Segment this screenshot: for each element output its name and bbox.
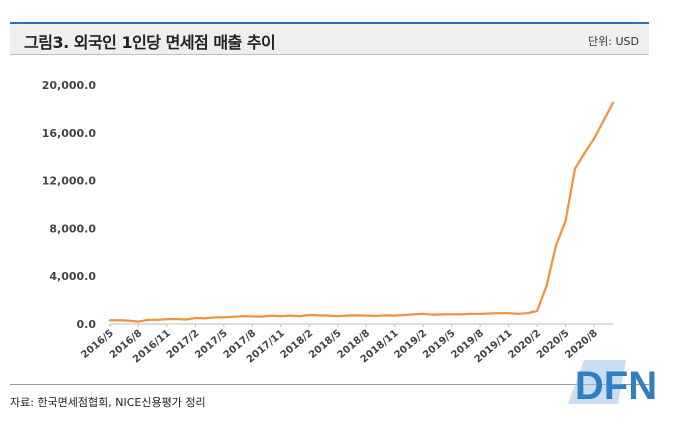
data-point bbox=[592, 137, 596, 140]
data-point bbox=[422, 312, 425, 315]
data-point bbox=[298, 315, 301, 318]
data-point bbox=[365, 314, 368, 317]
data-point bbox=[336, 315, 339, 318]
data-point bbox=[317, 314, 320, 317]
data-point bbox=[241, 315, 244, 318]
data-point bbox=[602, 119, 605, 122]
y-tick-label: 4,000.0 bbox=[49, 270, 96, 283]
data-point bbox=[279, 315, 282, 318]
data-point bbox=[441, 313, 444, 316]
data-point bbox=[203, 317, 206, 320]
chart-title: 그림3. 외국인 1인당 면세점 매출 추이 bbox=[24, 33, 276, 52]
data-point bbox=[137, 320, 140, 323]
dfn-logo: DFN bbox=[568, 360, 657, 408]
data-point bbox=[346, 314, 349, 317]
logo-text: DFN bbox=[575, 364, 657, 408]
data-point bbox=[260, 315, 263, 318]
unit-label: 단위: USD bbox=[588, 35, 639, 48]
data-point bbox=[573, 167, 577, 170]
data-point bbox=[156, 318, 159, 321]
data-point bbox=[460, 313, 463, 316]
data-point bbox=[118, 319, 121, 322]
data-point bbox=[327, 314, 330, 317]
data-point bbox=[488, 312, 491, 315]
data-point bbox=[393, 314, 396, 317]
series-line bbox=[109, 102, 614, 323]
data-point bbox=[479, 312, 482, 315]
data-point bbox=[355, 314, 358, 317]
data-point bbox=[213, 316, 216, 319]
data-point bbox=[270, 314, 273, 317]
data-point bbox=[564, 220, 567, 223]
data-point bbox=[431, 313, 434, 316]
data-point bbox=[194, 316, 197, 320]
y-tick-label: 0.0 bbox=[77, 318, 97, 331]
data-point bbox=[498, 312, 501, 315]
data-point bbox=[127, 319, 131, 322]
data-point bbox=[308, 313, 311, 317]
y-tick-label: 20,000.0 bbox=[42, 79, 97, 92]
data-point bbox=[517, 312, 520, 315]
line-chart: 0.0 4,000.0 8,000.0 12,000.0 16,000.0 20,000.… bbox=[42, 79, 615, 365]
data-point bbox=[165, 318, 168, 321]
data-point bbox=[184, 318, 187, 321]
source-note: 자료: 한국면세점협회, NICE신용평가 정리 bbox=[10, 396, 206, 409]
data-point bbox=[536, 309, 539, 312]
y-tick-label: 8,000.0 bbox=[49, 222, 96, 235]
data-point bbox=[108, 319, 112, 322]
data-point bbox=[222, 316, 225, 319]
data-point bbox=[232, 315, 235, 318]
data-point bbox=[507, 312, 510, 315]
title-bar: 그림3. 외국인 1인당 면세점 매출 추이 단위: USD bbox=[10, 24, 649, 55]
data-point bbox=[526, 312, 529, 315]
y-tick-label: 12,000.0 bbox=[42, 175, 97, 188]
source-divider bbox=[10, 384, 649, 385]
data-point bbox=[611, 101, 615, 104]
data-point bbox=[146, 318, 150, 321]
data-point bbox=[175, 317, 178, 321]
data-point bbox=[374, 314, 377, 317]
logo-backdrop bbox=[568, 360, 626, 404]
data-point bbox=[289, 314, 292, 317]
data-point bbox=[469, 312, 472, 315]
data-point bbox=[403, 313, 406, 317]
data-point bbox=[251, 315, 254, 318]
title-top-rule bbox=[10, 22, 649, 24]
data-point bbox=[450, 313, 453, 316]
data-point bbox=[545, 284, 548, 287]
data-point bbox=[555, 244, 558, 247]
data-point bbox=[412, 313, 415, 316]
y-tick-label: 16,000.0 bbox=[42, 127, 97, 140]
data-point bbox=[384, 314, 387, 317]
data-point bbox=[583, 152, 586, 155]
